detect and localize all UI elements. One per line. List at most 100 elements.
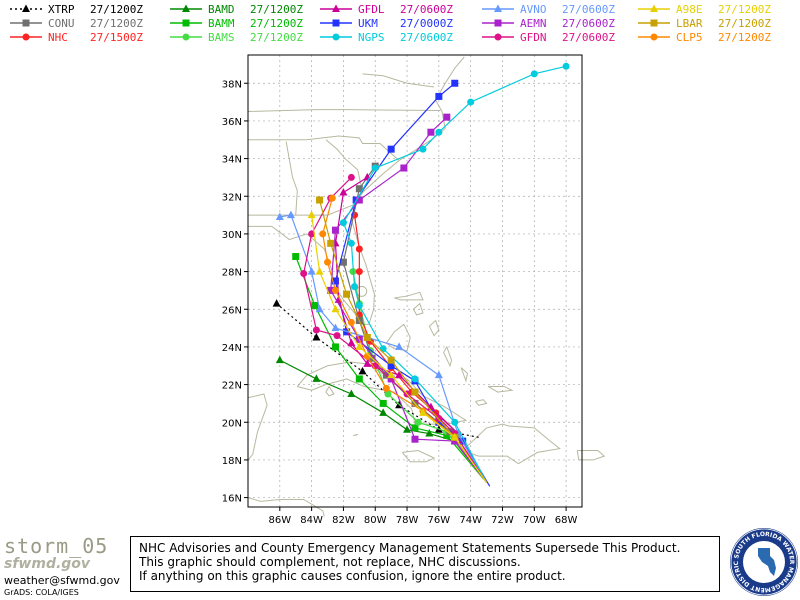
- legend-swatch: [320, 19, 352, 27]
- track-point: [300, 269, 308, 277]
- legend-time: 27/1200Z: [90, 2, 143, 16]
- lon-tick-label: 80W: [364, 515, 387, 526]
- track-point: [312, 326, 320, 334]
- legend-time: 27/0600Z: [562, 16, 615, 30]
- legend-item-clp5: CLP5 27/1200Z: [636, 30, 771, 44]
- track-point: [311, 301, 319, 309]
- track-point: [331, 286, 339, 294]
- track-point: [347, 239, 355, 247]
- track-point: [395, 342, 404, 350]
- legend-label: XTRP: [48, 2, 75, 16]
- track-ngps: [339, 62, 570, 483]
- track-point: [347, 173, 355, 181]
- lat-tick-label: 32N: [222, 192, 242, 203]
- track-point: [414, 418, 422, 426]
- track-point: [316, 196, 324, 204]
- lat-tick-label: 20N: [222, 418, 242, 429]
- track-point: [400, 164, 408, 172]
- legend-label: BAMD: [208, 2, 235, 16]
- lat-tick-label: 38N: [222, 79, 242, 90]
- track-a98e: [307, 210, 488, 483]
- disclaimer-line: This graphic should complement, not repl…: [139, 555, 521, 569]
- track-line: [342, 65, 567, 483]
- track-point: [358, 366, 367, 375]
- lat-tick-label: 34N: [222, 155, 242, 166]
- disclaimer-line: NHC Advisories and County Emergency Mana…: [139, 541, 681, 555]
- track-point: [339, 258, 347, 266]
- track-point: [450, 432, 459, 441]
- legend-time: 27/0600Z: [400, 30, 453, 44]
- lat-tick-label: 24N: [222, 343, 242, 354]
- lat-tick-label: 28N: [222, 268, 242, 279]
- track-line: [279, 214, 488, 483]
- legend-item-conu: CONU 27/1200Z: [8, 16, 143, 30]
- contact-email: weather@sfwmd.gov: [4, 574, 120, 587]
- track-line: [318, 199, 488, 483]
- legend-swatch: [10, 33, 42, 41]
- grads-credit: GrADS: COLA/IGES: [4, 588, 79, 597]
- lon-tick-label: 68W: [555, 515, 578, 526]
- legend-swatch: [482, 4, 514, 12]
- track-point: [355, 196, 363, 204]
- track-point: [312, 333, 321, 341]
- track-point: [331, 277, 339, 285]
- legend-marker: [650, 19, 658, 27]
- track-point: [315, 267, 324, 275]
- track-point: [427, 128, 435, 136]
- legend-item-aemn: AEMN 27/0600Z: [480, 16, 615, 30]
- lat-tick-label: 18N: [222, 456, 242, 467]
- legend-marker: [22, 33, 30, 41]
- legend-swatch: [638, 33, 670, 41]
- track-point: [275, 212, 284, 220]
- legend-label: A98E: [676, 2, 703, 16]
- legend-item-lbar: LBAR 27/1200Z: [636, 16, 771, 30]
- track-point: [324, 258, 332, 266]
- legend-swatch: [320, 4, 352, 12]
- legend-time: 27/0600Z: [400, 2, 453, 16]
- legend-swatch: [10, 19, 42, 27]
- track-point: [451, 418, 459, 426]
- legend-label: LBAR: [676, 16, 703, 30]
- legend-swatch: [638, 19, 670, 27]
- legend-item-nhc: NHC 27/1500Z: [8, 30, 143, 44]
- track-point: [363, 334, 371, 341]
- track-point: [419, 145, 427, 153]
- track-point: [292, 253, 300, 261]
- map-axes: 86W 84W 82W 80W 78W 76W 74W 72W 70W 68W 38N 36N 34N 3…: [222, 54, 583, 526]
- lon-tick-label: 82W: [332, 515, 355, 526]
- legend-label: GFDN: [520, 30, 547, 44]
- legend-swatch: [482, 19, 514, 27]
- track-point: [327, 286, 335, 294]
- track-line: [311, 214, 488, 483]
- legend-item-bamd: BAMD 27/1200Z: [168, 2, 303, 16]
- legend-time: 27/1200Z: [718, 16, 771, 30]
- track-line: [295, 256, 484, 480]
- track-point: [379, 408, 388, 416]
- track-point: [315, 304, 324, 313]
- legend-item-bams: BAMS 27/1200Z: [168, 30, 303, 44]
- track-point: [379, 399, 387, 407]
- disclaimer-box: NHC Advisories and County Emergency Mana…: [130, 536, 720, 592]
- track-point: [384, 390, 392, 398]
- legend-time: 27/0600Z: [562, 2, 615, 16]
- track-point: [418, 408, 427, 416]
- track-point: [395, 370, 404, 379]
- track-line: [322, 197, 488, 483]
- legend-label: GFDL: [358, 2, 385, 16]
- legend-marker: [494, 33, 502, 41]
- track-bamm: [292, 253, 484, 480]
- legend-label: AVNO: [520, 2, 547, 16]
- track-point: [530, 70, 538, 78]
- track-point: [333, 332, 341, 340]
- track-point: [411, 424, 419, 432]
- track-point: [562, 62, 570, 70]
- legend-marker: [22, 4, 30, 12]
- lon-tick-label: 70W: [523, 515, 546, 526]
- model-tracks: [272, 62, 570, 487]
- legend-item-avno: AVNO 27/0600Z: [480, 2, 615, 16]
- legend-item-xtrp: XTRP 27/1200Z: [8, 2, 143, 16]
- lon-tick-label: 74W: [459, 515, 482, 526]
- track-point: [355, 342, 364, 350]
- track-point: [331, 323, 340, 332]
- lon-tick-label: 76W: [428, 515, 451, 526]
